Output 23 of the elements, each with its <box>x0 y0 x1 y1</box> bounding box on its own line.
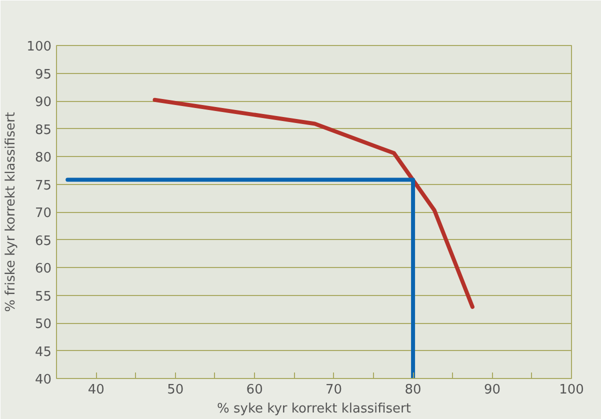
y-tick-label: 70 <box>34 206 52 221</box>
y-tick-label: 90 <box>34 95 52 110</box>
x-tick-label: 40 <box>88 382 104 398</box>
x-axis-title: % syke kyr korrekt klassifisert <box>217 402 411 416</box>
x-tick-label: 80 <box>404 382 422 398</box>
y-tick-label: 60 <box>34 262 52 276</box>
x-tick-label: 100 <box>559 382 584 398</box>
y-axis-title: % friske kyr korrekt klassifisert <box>4 112 19 312</box>
y-tick-label: 50 <box>34 317 52 332</box>
x-tick-label: 50 <box>167 382 184 398</box>
y-tick-label: 100 <box>26 40 52 54</box>
y-tick-label: 55 <box>34 289 52 304</box>
y-tick-label: 85 <box>34 122 52 138</box>
y-tick-label: 95 <box>34 67 52 82</box>
x-tick-label: 60 <box>246 382 263 398</box>
line-series <box>152 98 474 309</box>
y-tick-label: 75 <box>34 178 52 194</box>
y-tick-label: 45 <box>34 344 52 360</box>
y-tick-label: 80 <box>34 150 52 166</box>
x-tick-label: 90 <box>484 382 501 398</box>
y-tick-label: 40 <box>34 372 52 388</box>
y-tick-label: 65 <box>34 234 52 249</box>
x-tick-label: 70 <box>326 382 342 398</box>
